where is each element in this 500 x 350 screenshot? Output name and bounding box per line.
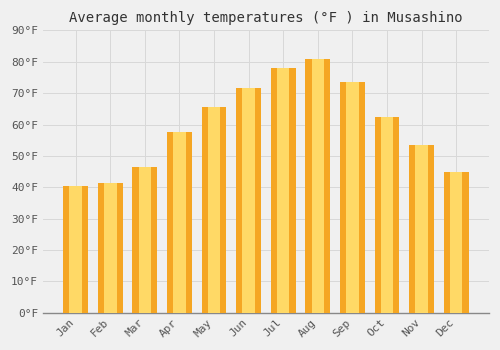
Bar	[306, 59, 330, 313]
Bar	[202, 107, 226, 313]
Bar	[208, 107, 220, 313]
Bar	[346, 82, 358, 313]
Bar	[416, 145, 428, 313]
Bar	[63, 186, 88, 313]
Bar	[132, 167, 158, 313]
Bar	[450, 172, 462, 313]
Bar	[242, 89, 255, 313]
Bar	[70, 186, 82, 313]
Bar	[167, 132, 192, 313]
Title: Average monthly temperatures (°F ) in Musashino: Average monthly temperatures (°F ) in Mu…	[69, 11, 462, 25]
Bar	[271, 68, 295, 313]
Bar	[98, 182, 122, 313]
Bar	[173, 132, 186, 313]
Bar	[340, 82, 365, 313]
Bar	[409, 145, 434, 313]
Bar	[138, 167, 151, 313]
Bar	[277, 68, 289, 313]
Bar	[104, 182, 117, 313]
Bar	[236, 89, 261, 313]
Bar	[312, 59, 324, 313]
Bar	[381, 117, 393, 313]
Bar	[444, 172, 468, 313]
Bar	[374, 117, 400, 313]
